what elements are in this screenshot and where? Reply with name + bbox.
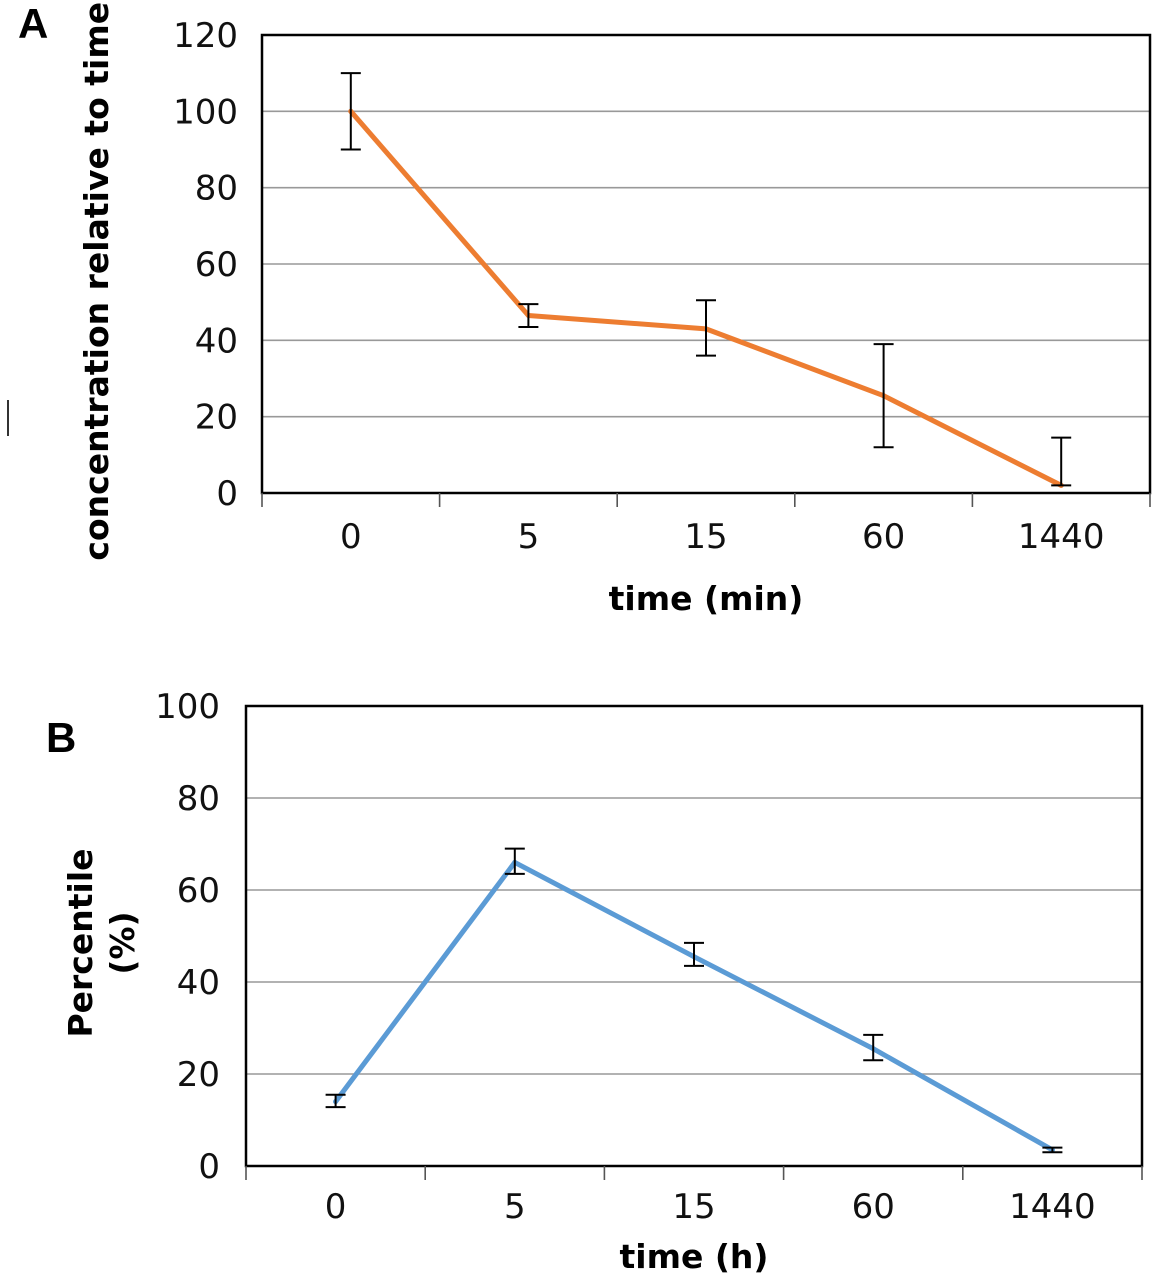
- error-bar: [504, 847, 525, 875]
- error-bar: [518, 303, 539, 328]
- y-tick-label: 20: [195, 398, 238, 438]
- x-tick-label: 0: [340, 517, 362, 557]
- error-bar: [1051, 436, 1072, 487]
- chart-panel-a: A 0 20 40 60 80 100 120 0 5 15 60 1440 time (min) conc…: [7, 0, 1152, 618]
- y-tick-label: 40: [177, 963, 220, 1003]
- x-tick-label: 60: [862, 517, 905, 557]
- y-tick-label: 0: [198, 1147, 220, 1187]
- data-series-line: [348, 108, 1064, 488]
- error-bar: [325, 1093, 346, 1109]
- error-bar: [684, 941, 704, 967]
- y-tick-label: 80: [177, 779, 220, 819]
- plot-frame: [244, 704, 1144, 1168]
- x-tick-label: 60: [852, 1187, 895, 1227]
- y-tick-label: 60: [195, 245, 238, 285]
- y-tick-label: 60: [177, 871, 220, 911]
- y-axis-title-line: Percentile: [61, 848, 100, 1037]
- x-tick-label: 1440: [1009, 1187, 1096, 1227]
- y-axis-title-line: (%): [103, 911, 142, 974]
- error-bar: [863, 1033, 884, 1062]
- error-bar: [1042, 1146, 1063, 1154]
- y-tick-label: 0: [216, 474, 238, 514]
- y-axis-title: Percentile(%): [61, 848, 142, 1037]
- error-bar: [873, 343, 894, 449]
- plot-frame: [260, 33, 1152, 495]
- y-tick-label: 20: [177, 1055, 220, 1095]
- x-tick-label: 5: [504, 1187, 526, 1227]
- y-axis-title: concentration relative to time 0: [77, 0, 116, 561]
- x-tick-label: 1440: [1018, 517, 1105, 557]
- y-tick-label: 80: [195, 169, 238, 209]
- y-tick-label: 120: [173, 16, 238, 56]
- chart-panel-b: B 0 20 40 60 80 100 0 5 15 60 1440 time (h) Percentil…: [46, 687, 1144, 1276]
- x-tick-label: 0: [325, 1187, 347, 1227]
- error-bar: [696, 299, 716, 357]
- panel-letter: A: [18, 0, 48, 47]
- y-tick-label: 100: [155, 687, 220, 727]
- x-tick-label: 5: [518, 517, 540, 557]
- data-series-line: [333, 859, 1055, 1153]
- x-tick-label: 15: [684, 517, 727, 557]
- x-tick-label: 15: [672, 1187, 715, 1227]
- y-tick-label: 40: [195, 321, 238, 361]
- x-axis-title: time (min): [609, 579, 804, 618]
- y-tick-label: 100: [173, 92, 238, 132]
- x-axis-title: time (h): [620, 1237, 769, 1276]
- error-bar: [340, 72, 361, 151]
- panel-letter: B: [46, 714, 76, 761]
